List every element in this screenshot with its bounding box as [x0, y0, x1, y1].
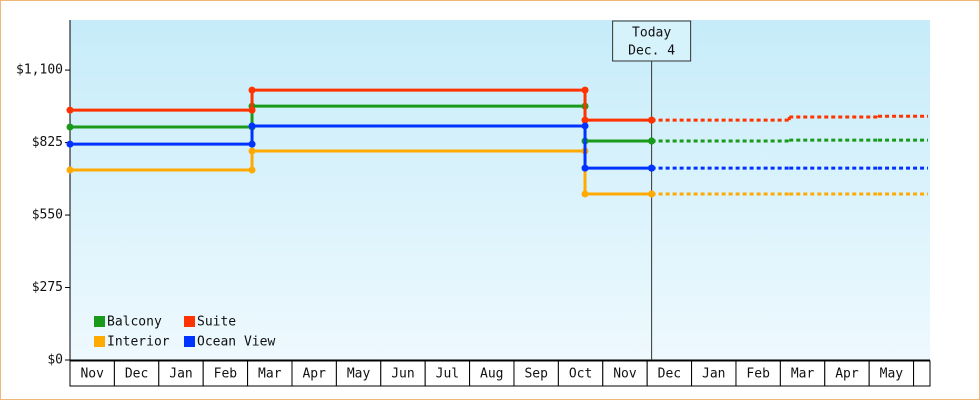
- data-point: [66, 123, 74, 131]
- data-point: [66, 106, 74, 114]
- data-point: [66, 140, 74, 148]
- x-tick-label: May: [880, 367, 904, 382]
- step-end-point: [248, 106, 256, 114]
- x-category-cell: [513, 360, 559, 387]
- data-point: [581, 190, 589, 198]
- x-tick-label: Sep: [524, 367, 548, 382]
- data-point: [581, 164, 589, 172]
- data-point: [248, 86, 256, 94]
- legend-label: Balcony: [107, 315, 162, 330]
- today-label: Today: [632, 26, 671, 41]
- step-end-point: [248, 166, 256, 174]
- x-category-cell: [735, 360, 781, 387]
- x-tick-label: Jan: [169, 367, 192, 382]
- x-category-cell: [913, 360, 931, 387]
- x-category-cell: [202, 360, 249, 387]
- x-tick-label: Oct: [569, 367, 592, 382]
- plot-background: [70, 20, 930, 360]
- today-label: Dec. 4: [628, 44, 675, 59]
- legend-swatch: [184, 316, 195, 327]
- x-category-cell: [779, 360, 826, 387]
- y-tick-label: $550: [32, 208, 63, 223]
- legend-label: Ocean View: [197, 335, 275, 350]
- x-category-cell: [158, 360, 204, 387]
- x-tick-label: Apr: [835, 367, 859, 382]
- y-tick-label: $825: [32, 135, 63, 150]
- legend-swatch: [94, 336, 105, 347]
- x-tick-label: Mar: [258, 367, 282, 382]
- x-tick-label: Aug: [480, 367, 503, 382]
- x-category-cell: [868, 360, 915, 387]
- step-end-point: [581, 86, 589, 94]
- x-tick-label: Dec: [658, 367, 681, 382]
- legend-swatch: [184, 336, 195, 347]
- data-point: [248, 122, 256, 130]
- y-tick-label: $0: [47, 353, 63, 368]
- x-tick-label: Feb: [214, 367, 238, 382]
- x-tick-label: Nov: [613, 367, 637, 382]
- y-tick-label: $1,100: [16, 63, 63, 78]
- x-category-cell: [291, 360, 337, 387]
- x-category-cell: [113, 360, 160, 387]
- x-tick-label: Mar: [791, 367, 815, 382]
- data-point: [66, 166, 74, 174]
- data-point: [581, 116, 589, 124]
- y-tick-label: $275: [32, 280, 63, 295]
- data-point: [248, 147, 256, 155]
- x-tick-label: Dec: [125, 367, 148, 382]
- x-tick-label: May: [347, 367, 371, 382]
- step-end-point: [248, 140, 256, 148]
- x-category-cell: [646, 360, 693, 387]
- x-tick-label: Jun: [391, 367, 414, 382]
- legend-label: Interior: [107, 335, 170, 350]
- x-tick-label: Jul: [436, 367, 459, 382]
- x-category-cell: [602, 360, 648, 387]
- x-tick-label: Nov: [80, 367, 104, 382]
- step-end-point: [581, 122, 589, 130]
- x-category-cell: [424, 360, 471, 387]
- x-category-cell: [247, 360, 293, 387]
- data-point: [648, 137, 656, 145]
- data-point: [648, 164, 656, 172]
- today-box: [612, 20, 692, 62]
- x-tick-label: Apr: [302, 367, 326, 382]
- data-point: [648, 190, 656, 198]
- data-point: [648, 116, 656, 124]
- x-category-cell: [69, 360, 115, 387]
- x-tick-label: Feb: [746, 367, 770, 382]
- legend-swatch: [94, 316, 105, 327]
- x-tick-label: Jan: [702, 367, 725, 382]
- legend-label: Suite: [197, 315, 236, 330]
